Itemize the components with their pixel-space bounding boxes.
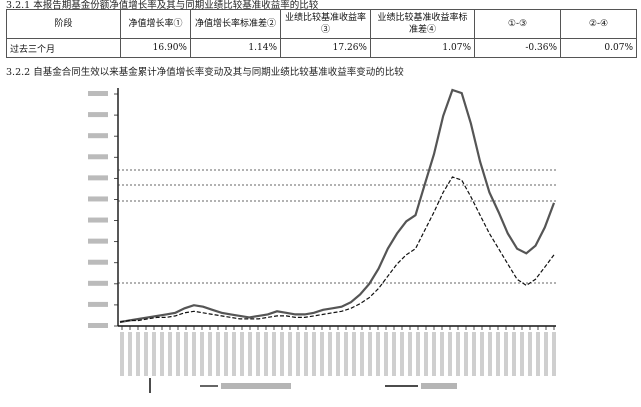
x-tick-label-smudge <box>552 332 556 376</box>
x-tick-label-smudge <box>288 332 292 376</box>
x-tick-label-smudge <box>448 332 452 376</box>
x-tick-label-smudge <box>152 332 156 376</box>
x-tick-label-smudge <box>144 332 148 376</box>
x-tick-label-smudge <box>512 332 516 376</box>
x-tick-label-smudge <box>408 332 412 376</box>
x-tick-label-smudge <box>384 332 388 376</box>
x-tick-label-smudge <box>296 332 300 376</box>
y-tick-label-smudge <box>88 259 108 265</box>
x-tick-label-smudge <box>264 332 268 376</box>
x-tick-label-smudge <box>160 332 164 376</box>
chart-frame <box>117 88 556 327</box>
x-tick-label-smudge <box>544 332 548 376</box>
x-tick-label-smudge <box>528 332 532 376</box>
x-tick-label-smudge <box>440 332 444 376</box>
cell-diff-return: -0.36% <box>474 38 561 58</box>
x-tick-label-smudge <box>336 332 340 376</box>
x-tick-label-smudge <box>392 332 396 376</box>
x-tick-label-smudge <box>456 332 460 376</box>
x-tick-label-smudge <box>128 332 132 376</box>
col-header-diff-return: ①-③ <box>474 9 561 39</box>
series-line-2 <box>119 176 555 323</box>
x-tick-label-smudge <box>216 332 220 376</box>
x-tick-label-smudge <box>192 332 196 376</box>
x-tick-label-smudge <box>272 332 276 376</box>
performance-table: 阶段 净值增长率① 净值增长率标准差② 业绩比较基准收益率③ 业绩比较基准收益率… <box>6 9 637 58</box>
y-tick-label-smudge <box>88 323 108 328</box>
x-tick-label-smudge <box>248 332 252 376</box>
x-tick-label-smudge <box>488 332 492 376</box>
x-tick-label-smudge <box>176 332 180 376</box>
x-tick-label-smudge <box>232 332 236 376</box>
y-tick-label-smudge <box>88 280 108 286</box>
legend-label-smudge-1 <box>221 383 291 389</box>
cell-period: 过去三个月 <box>6 38 121 58</box>
y-tick-label-smudge <box>88 133 108 139</box>
x-tick-label-smudge <box>256 332 260 376</box>
x-tick-label-smudge <box>184 332 188 376</box>
y-tick-label-smudge <box>88 217 108 223</box>
y-tick-label-smudge <box>88 301 108 307</box>
chart-gridlines <box>118 169 556 284</box>
table-row: 过去三个月 16.90% 1.14% 17.26% 1.07% -0.36% 0… <box>6 38 637 58</box>
y-tick-label-smudge <box>88 175 108 181</box>
x-tick-label-smudge <box>304 332 308 376</box>
x-tick-label-smudge <box>400 332 404 376</box>
chart-series <box>119 88 556 324</box>
table-header-row: 阶段 净值增长率① 净值增长率标准差② 业绩比较基准收益率③ 业绩比较基准收益率… <box>6 9 637 39</box>
x-tick-label-smudge <box>416 332 420 376</box>
series-line-1 <box>119 88 556 324</box>
y-tick-label-smudge <box>88 154 108 160</box>
cell-benchmark-return: 17.26% <box>280 38 371 58</box>
x-tick-label-smudge <box>200 332 204 376</box>
chart-section-heading: 3.2.2 自基金合同生效以来基金累计净值增长率变动及其与同期业绩比较基准收益率… <box>6 67 404 78</box>
x-tick-label-smudge <box>472 332 476 376</box>
x-tick-label-smudge <box>480 332 484 376</box>
legend-label-smudge-2 <box>421 383 457 389</box>
x-tick-label-smudge <box>136 332 140 376</box>
x-tick-label-smudge <box>368 332 372 376</box>
chart-legend <box>149 378 457 393</box>
col-header-diff-std: ②-④ <box>560 9 637 39</box>
cell-diff-std: 0.07% <box>560 38 637 58</box>
y-tick-label-smudge <box>88 196 108 202</box>
x-tick-label-smudge <box>328 332 332 376</box>
x-tick-label-smudge <box>224 332 228 376</box>
y-tick-label-smudge <box>88 91 108 96</box>
x-tick-label-smudge <box>344 332 348 376</box>
x-tick-label-smudge <box>320 332 324 376</box>
x-tick-label-smudge <box>432 332 436 376</box>
x-tick-label-smudge <box>376 332 380 376</box>
x-tick-label-smudge <box>312 332 316 376</box>
col-header-benchmark-return: 业绩比较基准收益率③ <box>280 9 371 39</box>
x-tick-label-smudge <box>536 332 540 376</box>
table-section-heading: 3.2.1 本报告期基金份额净值增长率及其与同期业绩比较基准收益率的比较 <box>6 0 319 11</box>
x-tick-label-smudge <box>280 332 284 376</box>
x-tick-label-smudge <box>496 332 500 376</box>
axis-ticks <box>88 91 556 376</box>
x-tick-label-smudge <box>120 332 124 376</box>
x-tick-label-smudge <box>504 332 508 376</box>
x-tick-label-smudge <box>360 332 364 376</box>
x-tick-label-smudge <box>168 332 172 376</box>
x-tick-label-smudge <box>208 332 212 376</box>
x-tick-label-smudge <box>424 332 428 376</box>
y-tick-label-smudge <box>88 238 108 244</box>
x-tick-label-smudge <box>352 332 356 376</box>
y-tick-label-smudge <box>88 112 108 118</box>
x-tick-label-smudge <box>240 332 244 376</box>
x-tick-label-smudge <box>464 332 468 376</box>
x-tick-label-smudge <box>520 332 524 376</box>
